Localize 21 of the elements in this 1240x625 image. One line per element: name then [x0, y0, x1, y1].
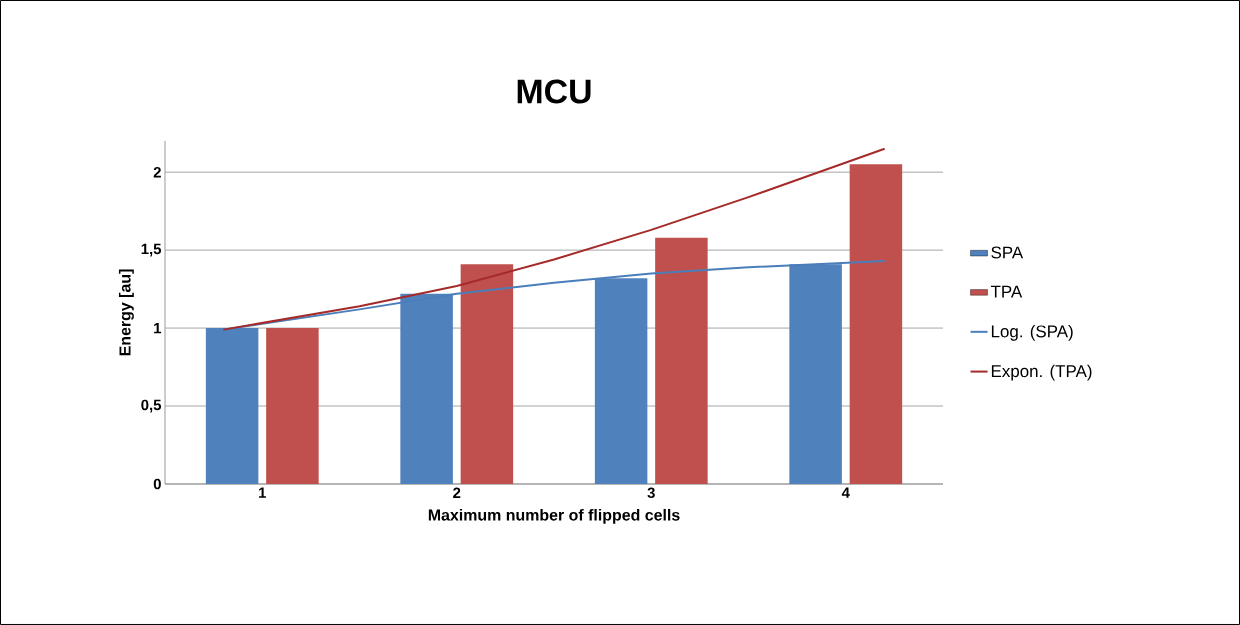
y-tick-label: 0: [153, 478, 161, 490]
y-tick-label: 2: [153, 166, 161, 178]
legend-label: Log. (SPA): [991, 324, 1073, 341]
x-tick-label: 4: [841, 487, 850, 498]
bar: [849, 164, 903, 484]
bar: [655, 237, 708, 484]
x-tick-label: 1: [259, 487, 266, 498]
x-axis-title: Maximum number of flipped cells: [428, 508, 680, 524]
legend-label: Expon. (TPA): [991, 364, 1092, 381]
line-series: [222, 147, 886, 331]
y-tick-label: 0,5: [141, 399, 162, 413]
legend-label: SPA: [991, 246, 1024, 259]
chart-title: MCU: [517, 79, 591, 104]
bar: [266, 328, 319, 484]
y-tick-label: 1: [154, 322, 162, 334]
y-tick-label: 1,5: [141, 243, 162, 257]
legend-label: TPA: [990, 285, 1023, 298]
x-tick-label: 2: [453, 487, 461, 498]
x-tick-label: 3: [647, 487, 655, 499]
bar: [460, 264, 514, 484]
y-axis-title: Energy [au]: [118, 269, 134, 356]
